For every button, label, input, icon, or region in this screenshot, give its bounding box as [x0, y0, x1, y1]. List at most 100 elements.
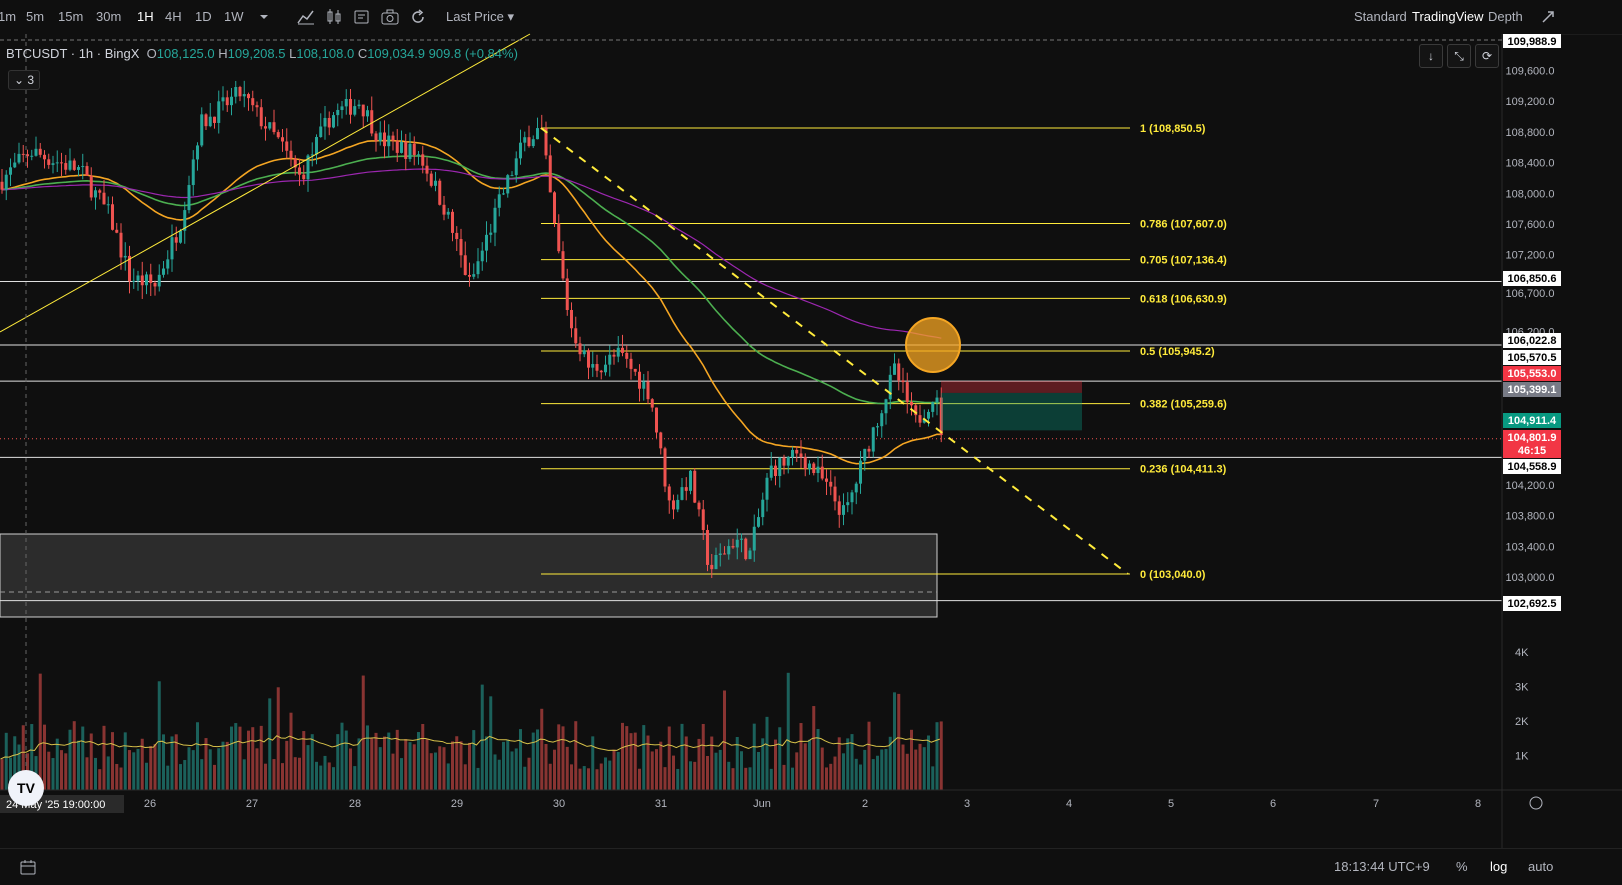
candle-body — [880, 413, 884, 427]
interval-15m[interactable]: 15m — [58, 9, 84, 24]
auto-scale-button[interactable]: auto — [1528, 859, 1554, 874]
percent-scale-button[interactable]: % — [1456, 859, 1468, 874]
candle-body — [697, 502, 701, 510]
close-value: 109,034.9 — [367, 46, 426, 61]
interval-30m[interactable]: 30m — [96, 9, 122, 24]
candle — [349, 88, 352, 124]
candle — [667, 483, 671, 514]
candle — [548, 144, 552, 193]
view-standard[interactable]: Standard — [1354, 9, 1407, 24]
candle — [315, 134, 318, 165]
view-tradingview[interactable]: TradingView — [1412, 9, 1484, 24]
candle — [561, 241, 565, 281]
time-tick-label: 27 — [246, 798, 258, 810]
log-scale-button[interactable]: log — [1490, 859, 1508, 874]
candle-body — [514, 158, 518, 176]
candle — [867, 445, 871, 458]
compare-icon[interactable] — [324, 7, 344, 27]
volume-bar — [884, 748, 888, 790]
candle — [774, 459, 777, 486]
candle — [9, 158, 12, 187]
expand-icon[interactable] — [1538, 7, 1558, 27]
top-price-box — [1503, 34, 1561, 48]
candle-body — [412, 143, 416, 155]
candle-body — [13, 162, 17, 168]
volume-bar — [638, 768, 641, 790]
reset-icon[interactable]: ⟳ — [1475, 44, 1499, 68]
candle — [85, 162, 89, 176]
candle — [306, 154, 310, 192]
indicators-toggle[interactable]: ⌄ 3 — [8, 70, 40, 90]
candle — [689, 469, 692, 495]
volume-bar — [859, 764, 862, 790]
chevron-down-icon[interactable] — [254, 7, 274, 27]
volume-bar — [663, 767, 667, 790]
candle — [510, 171, 514, 177]
candle-body — [455, 232, 459, 240]
candle — [136, 270, 140, 291]
indicators-icon[interactable] — [296, 7, 316, 27]
candle-body — [523, 137, 527, 143]
candle-body — [391, 135, 395, 141]
candle — [544, 121, 548, 160]
candle-body — [778, 457, 782, 476]
candle — [43, 150, 46, 169]
candle — [625, 345, 629, 368]
candle-body — [689, 470, 692, 491]
price-chart[interactable]: 1 (108,850.5) 0.786 (107,607.0) 0.705 (107… — [0, 0, 1622, 848]
price-source-select[interactable]: Last Price ▾ — [446, 9, 514, 25]
symbol-label[interactable]: BTCUSDT · 1h · BingX — [6, 46, 140, 61]
interval-4h[interactable]: 4H — [165, 9, 182, 24]
candle-body — [888, 374, 892, 400]
candle — [400, 130, 403, 154]
candle-body — [200, 114, 204, 146]
volume-bar — [361, 675, 365, 790]
interval-5m[interactable]: 5m — [26, 9, 45, 24]
volume-bar — [791, 767, 794, 790]
candle-body — [128, 255, 131, 282]
candle — [684, 477, 688, 501]
candle-body — [676, 499, 680, 510]
fullscreen-icon[interactable]: ⤡ — [1447, 44, 1471, 68]
candle-body — [527, 137, 531, 147]
interval-1w[interactable]: 1W — [224, 9, 244, 24]
volume-bar — [880, 749, 884, 790]
candle — [404, 133, 408, 171]
refresh-icon[interactable] — [408, 7, 428, 27]
candle-body — [480, 250, 484, 262]
candle-body — [34, 148, 38, 156]
candle-body — [111, 204, 114, 230]
candle-body — [599, 370, 603, 373]
volume-bar — [293, 757, 297, 790]
candle — [30, 149, 34, 161]
candle-body — [706, 529, 709, 565]
view-depth[interactable]: Depth — [1488, 9, 1523, 24]
price-level-badge-label: 106,850.6 — [1508, 273, 1557, 285]
volume-bar — [21, 725, 25, 790]
candle — [0, 169, 4, 194]
volume-bar — [523, 766, 527, 790]
candle-body — [166, 259, 170, 269]
open-label: O — [146, 46, 157, 61]
price-tick-label: 103,400.0 — [1506, 541, 1555, 553]
candle-body — [850, 492, 854, 503]
candle-body — [799, 453, 803, 458]
volume-bar — [544, 744, 548, 790]
candle — [480, 242, 484, 271]
volume-bar — [536, 729, 539, 790]
camera-icon[interactable] — [380, 7, 400, 27]
volume-bar — [196, 722, 199, 790]
interval-1d[interactable]: 1D — [195, 9, 212, 24]
alert-icon[interactable] — [352, 7, 372, 27]
interval-1m[interactable]: 1m — [0, 9, 17, 24]
interval-1h[interactable]: 1H — [137, 9, 154, 24]
candle-body — [4, 174, 8, 190]
candle-body — [332, 115, 335, 128]
candle — [395, 129, 399, 162]
candle-body — [408, 143, 412, 159]
candle — [578, 336, 582, 362]
fib-level-label: 0.705 (107,136.4) — [1140, 255, 1227, 267]
volume-bar — [344, 730, 348, 790]
arrow-down-icon[interactable]: ↓ — [1419, 44, 1443, 68]
calendar-icon[interactable] — [18, 857, 38, 877]
